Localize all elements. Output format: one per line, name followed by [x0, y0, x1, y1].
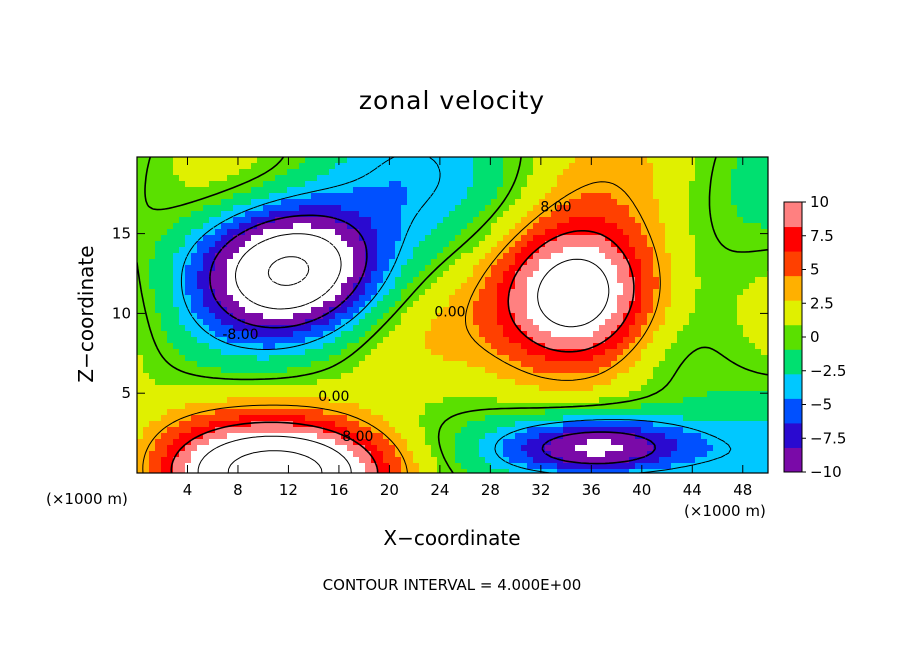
contour-level-line	[142, 181, 661, 473]
x-tick-label: 28	[481, 481, 500, 499]
x-tick-label: 44	[683, 481, 702, 499]
contour-label: -8.00	[222, 327, 258, 343]
x-tick-label: 16	[329, 481, 348, 499]
contour-level-line	[170, 230, 635, 473]
x-tick-label: 8	[233, 481, 243, 499]
colorbar-tick-label: 5	[810, 261, 820, 279]
x-axis-label: X−coordinate	[383, 526, 521, 550]
contour-level-line	[227, 450, 323, 473]
x-tick-label: 4	[183, 481, 193, 499]
y-tick-label: 15	[112, 225, 131, 243]
contour-label: 8.00	[540, 199, 571, 215]
x-tick-label: 24	[430, 481, 449, 499]
colorbar-tick-label: −10	[810, 463, 842, 481]
plot-frame	[136, 156, 769, 474]
x-tick-label: 48	[733, 481, 752, 499]
contour-label: 8.00	[342, 429, 373, 445]
contour-level-line	[180, 157, 732, 473]
contour-lines	[137, 157, 768, 473]
colorbar-tick-label: −2.5	[810, 362, 846, 380]
colorbar-segment	[784, 349, 802, 375]
colorbar-segment	[784, 275, 802, 301]
velocity-field	[137, 157, 768, 473]
contour-level-line	[137, 157, 768, 473]
y-axis-label: Z−coordinate	[74, 245, 98, 383]
x-tick-label: 32	[531, 481, 550, 499]
colorbar-tick-label: 7.5	[810, 227, 834, 245]
contour-interval-note: CONTOUR INTERVAL = 4.000E+00	[322, 576, 582, 594]
colorbar-segment	[784, 447, 802, 473]
colorbar: 10 7.5 5 2.5 0 −2.5 −5 −7.5 −10	[783, 193, 846, 481]
colorbar-tick-label: 2.5	[810, 294, 834, 312]
y-axis-ticks: 5 10 15	[112, 225, 768, 402]
x-tick-label: 12	[279, 481, 298, 499]
colorbar-segment	[784, 398, 802, 424]
x-unit-label-right: (×1000 m)	[684, 502, 766, 520]
x-tick-label: 36	[582, 481, 601, 499]
x-axis-ticks: 4 8 12 16 20 24 28 32 36 40 44 48	[183, 157, 752, 499]
colorbar-segment	[784, 324, 802, 350]
contour-label: 0.00	[318, 389, 349, 405]
colorbar-segment	[784, 300, 802, 326]
colorbar-tick-label: 0	[810, 328, 820, 346]
y-tick-label: 5	[121, 384, 131, 402]
contour-label: 0.00	[434, 305, 465, 321]
colorbar-tick-label: −7.5	[810, 429, 846, 447]
contour-level-line	[197, 258, 610, 473]
colorbar-segment	[784, 202, 802, 228]
contour-level-line	[209, 214, 656, 465]
colorbar-tick-label: 10	[810, 193, 829, 211]
colorbar-segment	[784, 422, 802, 448]
contour-level-line	[235, 233, 342, 310]
x-unit-label-left: (×1000 m)	[46, 490, 128, 508]
colorbar-segment	[784, 251, 802, 277]
x-tick-label: 20	[380, 481, 399, 499]
colorbar-tick-label: −5	[810, 396, 832, 414]
contour-level-line	[267, 256, 310, 286]
colorbar-segment	[784, 373, 802, 399]
contour-label-group: 8.00 -8.00 0.00 0.00 8.00	[222, 199, 571, 445]
chart-title: zonal velocity	[358, 86, 546, 115]
colorbar-segment	[784, 226, 802, 252]
y-tick-label: 10	[112, 304, 131, 322]
x-tick-label: 40	[632, 481, 651, 499]
